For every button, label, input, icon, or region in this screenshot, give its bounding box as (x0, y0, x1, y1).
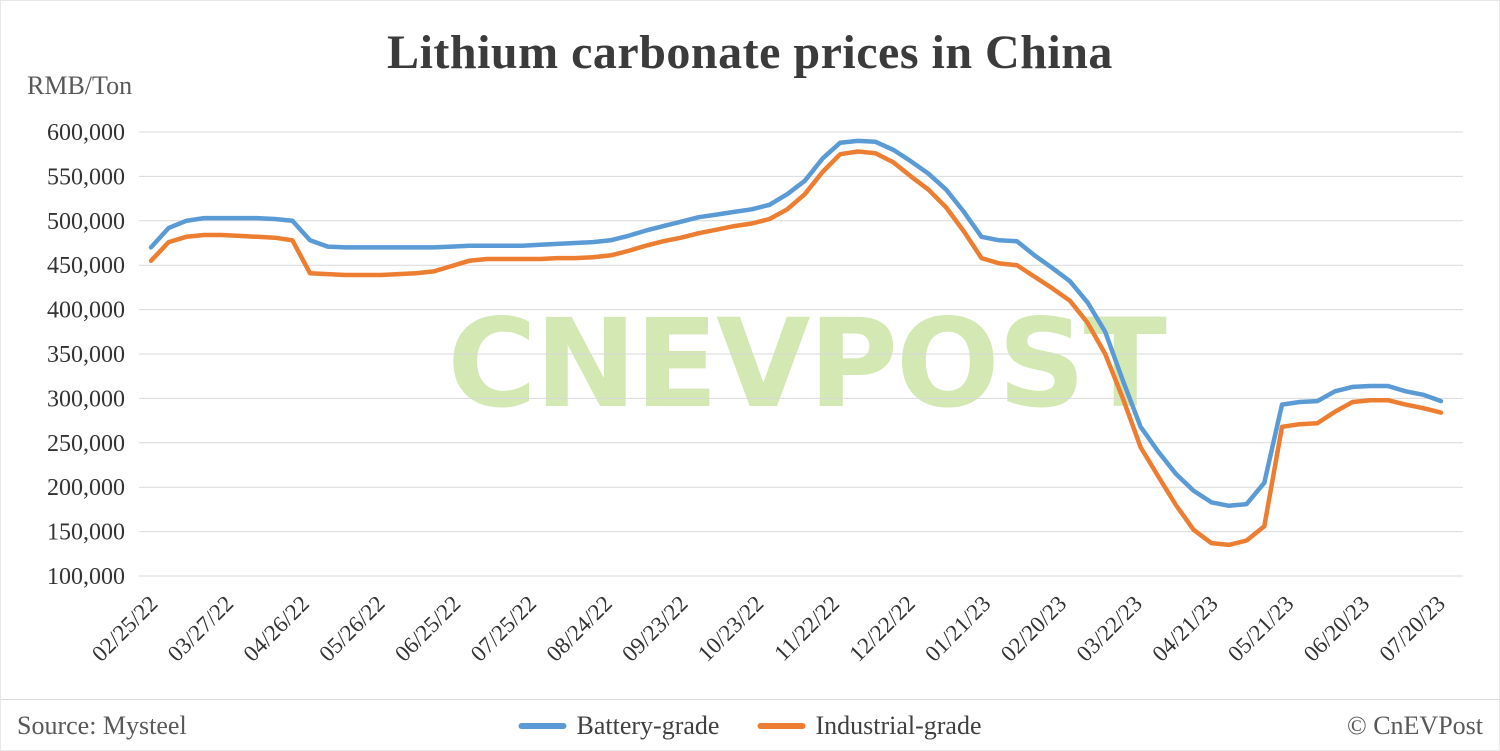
legend-label-industrial-grade: Industrial-grade (815, 710, 982, 740)
cnevpost-watermark: CNEVPOST (447, 293, 1167, 435)
copyright-label: © CnEVPost (1346, 710, 1483, 740)
x-tick-label: 09/23/22 (617, 591, 693, 667)
industrial-grade-line (148, 149, 1444, 548)
x-tick-label: 02/25/22 (87, 591, 163, 667)
x-tick-label: 05/21/23 (1223, 591, 1299, 667)
x-tick-label: 06/25/22 (390, 591, 466, 667)
y-tick-label: 300,000 (47, 386, 125, 412)
y-tick-label: 150,000 (47, 520, 125, 546)
industrial-grade-line-swatch (757, 722, 806, 729)
legend-item-industrial-grade: Industrial-grade (757, 711, 981, 741)
source-label: Source: Mysteel (17, 710, 187, 740)
x-tick-label: 10/23/22 (693, 591, 769, 667)
x-tick-label: 04/21/23 (1147, 591, 1223, 667)
battery-grade-line-swatch (518, 722, 567, 729)
x-tick-label: 05/26/22 (314, 591, 390, 667)
y-tick-label: 450,000 (47, 253, 125, 279)
y-axis-unit-label: RMB/Ton (27, 71, 133, 100)
x-tick-label: 07/20/23 (1375, 591, 1451, 667)
x-tick-label: 03/27/22 (163, 591, 239, 667)
chart-legend: Battery-grade Industrial-grade (518, 710, 981, 741)
legend-item-battery-grade: Battery-grade (518, 710, 720, 741)
chart-title: Lithium carbonate prices in China (387, 26, 1113, 79)
x-tick-label: 04/26/22 (238, 591, 314, 667)
y-tick-label: 250,000 (47, 431, 125, 457)
y-tick-label: 100,000 (47, 564, 125, 590)
price-line-chart: 100,000 150,000 200,000 250,000 300,000 350,0… (47, 120, 1463, 667)
x-tick-label: 12/22/22 (844, 591, 920, 667)
x-tick-label: 01/21/23 (920, 591, 996, 667)
y-tick-label: 600,000 (47, 120, 125, 146)
footer: Source: Mysteel Battery-grade Industrial… (1, 699, 1499, 750)
x-tick-label: 02/20/23 (996, 591, 1072, 667)
x-tick-label: 11/22/22 (769, 591, 844, 666)
x-tick-label: 06/20/23 (1299, 591, 1375, 667)
y-tick-label: 550,000 (47, 164, 125, 190)
legend-label-battery-grade: Battery-grade (576, 710, 720, 740)
y-tick-label: 400,000 (47, 298, 125, 324)
x-tick-label: 03/22/23 (1072, 591, 1148, 667)
x-tick-label: 08/24/22 (541, 591, 617, 667)
battery-grade-line (148, 138, 1444, 509)
y-tick-label: 200,000 (47, 475, 125, 501)
y-tick-label: 500,000 (47, 209, 125, 235)
x-tick-label: 07/25/22 (466, 591, 542, 667)
y-tick-label: 350,000 (47, 342, 125, 368)
